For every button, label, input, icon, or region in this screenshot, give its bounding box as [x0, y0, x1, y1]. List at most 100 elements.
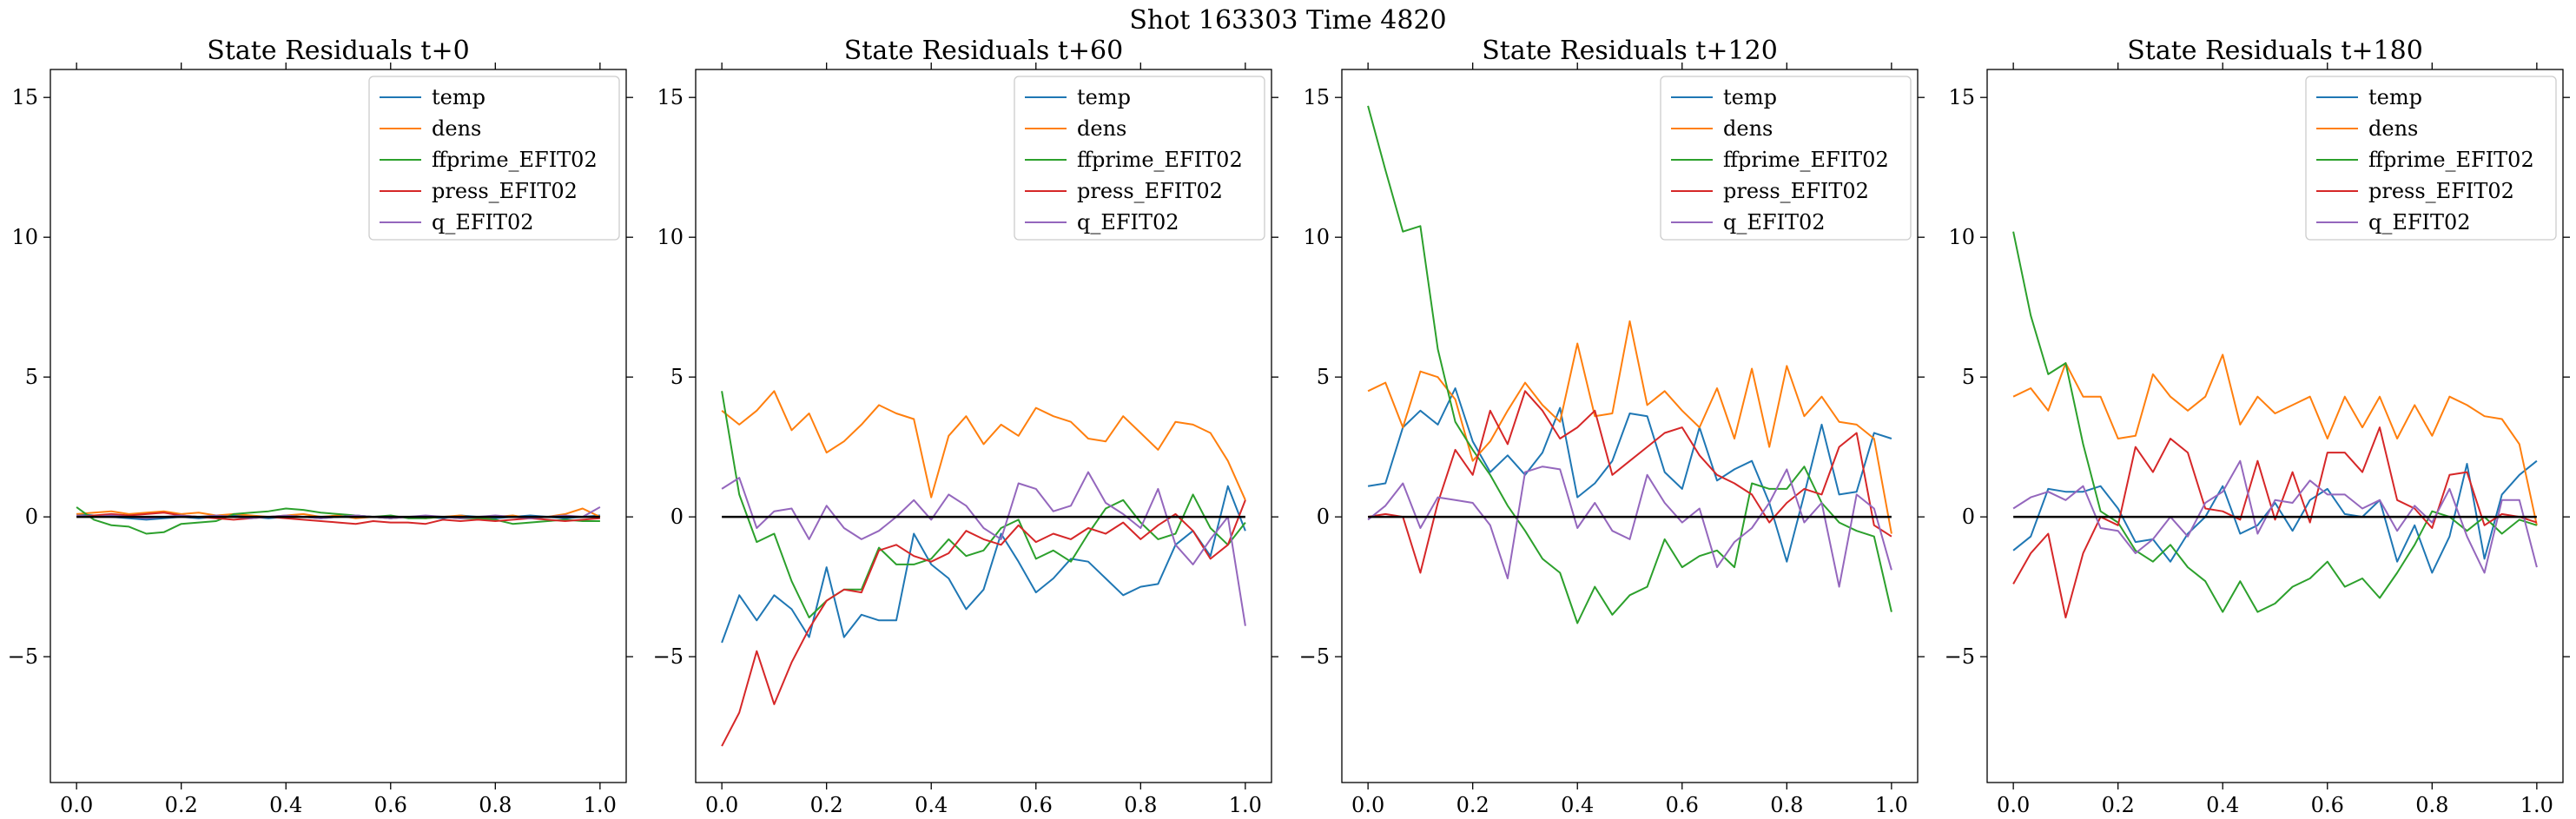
plot-area — [721, 390, 1246, 747]
plot-area — [1367, 105, 1892, 624]
subplot-title: State Residuals t+180 — [2127, 36, 2423, 66]
y-tick-label: 10 — [11, 225, 38, 249]
legend-label: press_EFIT02 — [432, 179, 578, 203]
legend-label: ffprime_EFIT02 — [2368, 148, 2534, 172]
x-tick-label: 0.0 — [60, 793, 93, 817]
x-tick-label: 0.0 — [1351, 793, 1384, 817]
x-tick-label: 0.4 — [1561, 793, 1594, 817]
plot-area — [76, 506, 601, 535]
legend-label: press_EFIT02 — [2368, 179, 2514, 203]
legend-frame — [368, 76, 620, 241]
axes-frame — [695, 69, 1272, 783]
subplot-title: State Residuals t+0 — [207, 36, 469, 66]
x-tick-label: 1.0 — [584, 793, 617, 817]
y-tick-label: 0 — [670, 505, 684, 529]
y-tick-label: −5 — [653, 644, 684, 669]
legend: temp dens ffprime_EFIT02 press_EFIT02 q_EFIT… — [368, 76, 620, 241]
series-line-temp — [2012, 459, 2538, 574]
legend-frame — [1660, 76, 1912, 241]
series-line-dens — [76, 507, 601, 519]
legend-label: dens — [2368, 116, 2418, 141]
y-tick-label: 15 — [1303, 85, 1330, 109]
y-tick-label: 10 — [1948, 225, 1975, 249]
legend-label: dens — [432, 116, 481, 141]
plot-area — [2012, 231, 2538, 618]
x-tick-label: 0.8 — [1124, 793, 1157, 817]
x-tick-label: 0.6 — [1666, 793, 1699, 817]
x-tick-label: 0.2 — [1456, 793, 1489, 817]
legend-label: ffprime_EFIT02 — [1723, 148, 1889, 172]
series-line-ffprime_EFIT02 — [1367, 105, 1892, 624]
x-tick-label: 0.6 — [374, 793, 407, 817]
y-tick-label: −5 — [1945, 644, 1975, 669]
legend-label: ffprime_EFIT02 — [1077, 148, 1243, 172]
series-line-dens — [2012, 353, 2538, 526]
series-line-press_EFIT02 — [2012, 426, 2538, 618]
x-tick-label: 0.2 — [165, 793, 198, 817]
legend-label: q_EFIT02 — [432, 210, 534, 234]
legend-label: ffprime_EFIT02 — [432, 148, 598, 172]
figure-suptitle: Shot 163303 Time 4820 — [1129, 5, 1446, 36]
subplot-1: State Residuals t+60 0.0 0.2 0.4 0.6 0.8 1.0 −5… — [653, 36, 1278, 817]
legend-label: dens — [1723, 116, 1773, 141]
y-tick-label: 15 — [657, 85, 684, 109]
series-line-dens — [721, 390, 1246, 501]
series-line-dens — [1367, 320, 1892, 534]
series-line-ffprime_EFIT02 — [2012, 231, 2538, 613]
y-tick-label: 5 — [1317, 365, 1330, 389]
subplot-title: State Residuals t+120 — [1482, 36, 1778, 66]
series-line-q_EFIT02 — [2012, 459, 2538, 574]
legend-label: q_EFIT02 — [1077, 210, 1179, 234]
x-tick-label: 1.0 — [1229, 793, 1262, 817]
x-tick-label: 0.4 — [2206, 793, 2239, 817]
x-tick-label: 1.0 — [2520, 793, 2553, 817]
axes-frame — [1341, 69, 1919, 783]
y-tick-label: 5 — [670, 365, 684, 389]
x-tick-label: 0.6 — [2311, 793, 2344, 817]
y-tick-label: 5 — [25, 365, 38, 389]
axes-frame — [50, 69, 627, 783]
y-tick-label: −5 — [1299, 644, 1330, 669]
legend: temp dens ffprime_EFIT02 press_EFIT02 q_EFIT… — [1660, 76, 1912, 241]
legend-frame — [2305, 76, 2557, 241]
legend-label: temp — [432, 85, 485, 109]
y-tick-label: 10 — [657, 225, 684, 249]
y-tick-label: 15 — [11, 85, 38, 109]
legend-label: temp — [1723, 85, 1777, 109]
y-tick-label: 5 — [1962, 365, 1975, 389]
series-line-press_EFIT02 — [1367, 390, 1892, 574]
legend: temp dens ffprime_EFIT02 press_EFIT02 q_EFIT… — [2305, 76, 2557, 241]
x-tick-label: 0.0 — [705, 793, 738, 817]
legend-label: dens — [1077, 116, 1126, 141]
legend: temp dens ffprime_EFIT02 press_EFIT02 q_EFIT… — [1014, 76, 1265, 241]
legend-label: temp — [1077, 85, 1131, 109]
series-line-ffprime_EFIT02 — [721, 391, 1246, 618]
x-tick-label: 0.2 — [2102, 793, 2135, 817]
subplot-3: State Residuals t+180 0.0 0.2 0.4 0.6 0.8 1.0 −… — [1945, 36, 2570, 817]
subplot-title: State Residuals t+60 — [844, 36, 1123, 66]
y-tick-label: −5 — [8, 644, 38, 669]
legend-label: temp — [2368, 85, 2422, 109]
legend-label: press_EFIT02 — [1077, 179, 1223, 203]
axes-frame — [1986, 69, 2564, 783]
x-tick-label: 0.8 — [2415, 793, 2448, 817]
series-line-temp — [721, 485, 1246, 644]
legend-label: press_EFIT02 — [1723, 179, 1869, 203]
subplot-grid: State Residuals t+0 0.0 0.2 0.4 0.6 0.8 1.0 −5 0… — [8, 36, 2570, 817]
series-line-press_EFIT02 — [721, 499, 1246, 747]
y-tick-label: 0 — [1317, 505, 1330, 529]
series-line-q_EFIT02 — [1367, 466, 1892, 588]
x-tick-label: 1.0 — [1875, 793, 1908, 817]
x-tick-label: 0.4 — [915, 793, 948, 817]
series-line-ffprime_EFIT02 — [76, 506, 600, 535]
legend-label: q_EFIT02 — [2368, 210, 2471, 234]
x-tick-label: 0.2 — [810, 793, 843, 817]
series-line-temp — [1367, 387, 1892, 563]
subplot-2: State Residuals t+120 0.0 0.2 0.4 0.6 0.8 1.0 −… — [1299, 36, 1925, 817]
series-line-press_EFIT02 — [76, 512, 600, 525]
legend-frame — [1014, 76, 1265, 241]
subplot-0: State Residuals t+0 0.0 0.2 0.4 0.6 0.8 1.0 −5 0… — [8, 36, 633, 817]
x-tick-label: 0.8 — [479, 793, 512, 817]
legend-label: q_EFIT02 — [1723, 210, 1826, 234]
